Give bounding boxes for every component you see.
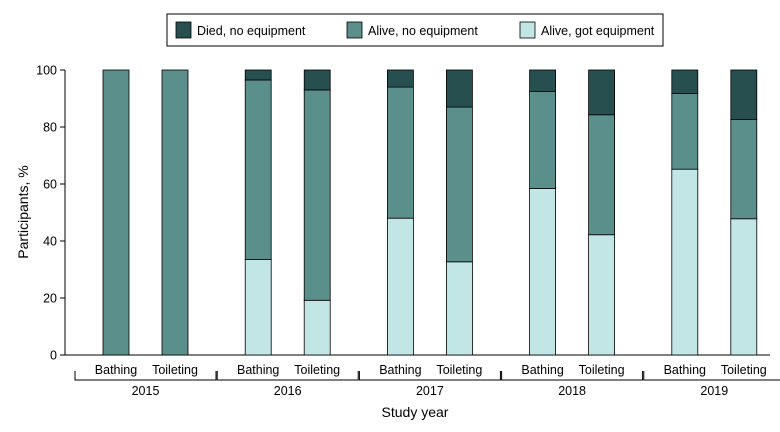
bar-segment-2019-toileting-alive-got-equipment bbox=[730, 218, 758, 356]
y-axis-label: Participants, % bbox=[15, 165, 31, 258]
category-label-2019-toileting: Toileting bbox=[721, 363, 767, 377]
y-tick-label: 60 bbox=[43, 178, 57, 192]
y-tick-label: 40 bbox=[43, 235, 57, 249]
legend-label-alive-got-equipment: Alive, got equipment bbox=[541, 24, 655, 38]
bar-segment-2015-bathing-alive-no-equipment bbox=[102, 69, 130, 356]
bar-segment-2016-toileting-alive-no-equipment bbox=[303, 89, 331, 301]
y-tick-label: 0 bbox=[50, 349, 57, 363]
legend-swatch-died bbox=[175, 21, 192, 39]
legend: Died, no equipment Alive, no equipment A… bbox=[166, 13, 664, 47]
year-label-2015: 2015 bbox=[132, 384, 160, 398]
year-bracket-2015 bbox=[74, 371, 217, 381]
category-label-2015-toileting: Toileting bbox=[152, 363, 198, 377]
bar-segment-2019-toileting-alive-no-equipment bbox=[730, 119, 758, 220]
category-label-2015-bathing: Bathing bbox=[95, 363, 137, 377]
bar-segment-2016-toileting-alive-got-equipment bbox=[303, 299, 331, 356]
legend-box bbox=[166, 13, 664, 47]
legend-label-alive-no-equipment: Alive, no equipment bbox=[368, 24, 478, 38]
year-label-2018: 2018 bbox=[558, 384, 586, 398]
category-label-2017-toileting: Toileting bbox=[436, 363, 482, 377]
bar-segment-2018-toileting-alive-got-equipment bbox=[588, 234, 615, 356]
x-axis-label: Study year bbox=[382, 404, 449, 420]
bar-segment-2018-bathing-alive-got-equipment bbox=[529, 188, 556, 356]
bar-segment-2017-toileting-died-no-equipment bbox=[445, 69, 473, 108]
category-label-2019-bathing: Bathing bbox=[664, 363, 706, 377]
bar-segment-2018-bathing-alive-no-equipment bbox=[529, 90, 556, 189]
bar-segment-2017-toileting-alive-got-equipment bbox=[445, 261, 473, 356]
bar-segment-2019-bathing-alive-no-equipment bbox=[671, 92, 699, 170]
y-tick-label: 20 bbox=[43, 292, 57, 306]
bar-segment-2018-toileting-died-no-equipment bbox=[588, 69, 615, 116]
bar-segment-2019-bathing-died-no-equipment bbox=[671, 69, 699, 94]
bars bbox=[102, 69, 758, 356]
legend-swatch-alive-no-equipment bbox=[346, 21, 363, 39]
bar-segment-2016-bathing-alive-got-equipment bbox=[244, 259, 272, 356]
bar-segment-2019-bathing-alive-got-equipment bbox=[671, 168, 699, 356]
category-label-2016-toileting: Toileting bbox=[294, 363, 340, 377]
bar-segment-2017-bathing-alive-no-equipment bbox=[386, 86, 414, 219]
category-label-2017-bathing: Bathing bbox=[379, 363, 421, 377]
bar-segment-2016-bathing-alive-no-equipment bbox=[244, 79, 272, 260]
bar-segment-2015-toileting-alive-no-equipment bbox=[161, 69, 189, 356]
category-label-2016-bathing: Bathing bbox=[237, 363, 279, 377]
category-label-2018-bathing: Bathing bbox=[521, 363, 563, 377]
legend-swatch-alive-got-equipment bbox=[519, 21, 536, 39]
year-bracket-2019 bbox=[643, 371, 780, 381]
category-labels: Bathing Toileting 2015 Bathing Toileting 2016… bbox=[74, 363, 780, 398]
y-tick-label: 80 bbox=[43, 121, 57, 135]
bar-segment-2017-toileting-alive-no-equipment bbox=[445, 106, 473, 263]
year-bracket-2017 bbox=[358, 371, 501, 381]
bar-segment-2018-bathing-died-no-equipment bbox=[529, 69, 556, 92]
bar-segment-2017-bathing-died-no-equipment bbox=[386, 69, 414, 88]
bar-segment-2019-toileting-died-no-equipment bbox=[730, 69, 758, 120]
bar-segment-2016-bathing-died-no-equipment bbox=[244, 69, 272, 81]
year-bracket-2018 bbox=[501, 371, 644, 381]
year-label-2016: 2016 bbox=[274, 384, 302, 398]
bar-segment-2016-toileting-died-no-equipment bbox=[303, 69, 331, 91]
year-bracket-2016 bbox=[216, 371, 359, 381]
category-label-2018-toileting: Toileting bbox=[579, 363, 625, 377]
year-label-2019: 2019 bbox=[700, 384, 728, 398]
bar-segment-2018-toileting-alive-no-equipment bbox=[588, 114, 615, 236]
year-label-2017: 2017 bbox=[416, 384, 444, 398]
bar-segment-2017-bathing-alive-got-equipment bbox=[386, 217, 414, 356]
y-tick-label: 100 bbox=[36, 64, 57, 78]
legend-label-died: Died, no equipment bbox=[197, 24, 306, 38]
